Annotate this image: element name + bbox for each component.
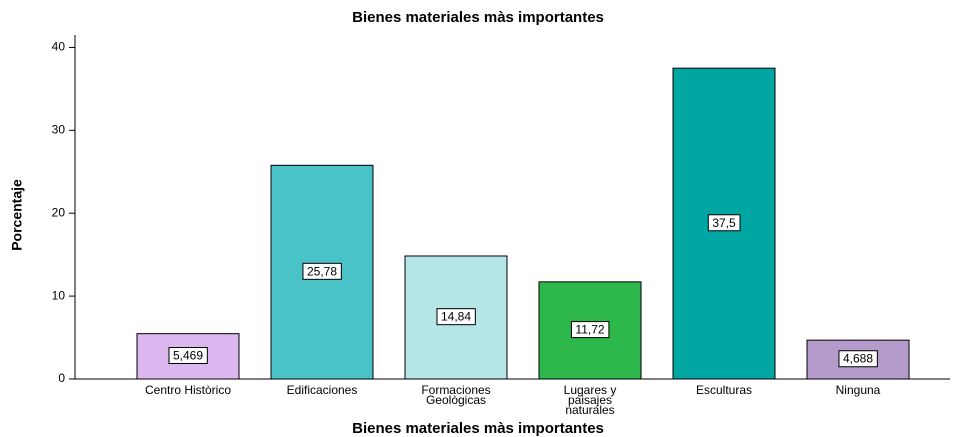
value-label: 25,78 xyxy=(307,264,337,278)
value-label: 5,469 xyxy=(173,349,203,363)
y-tick-label: 30 xyxy=(52,122,66,136)
x-tick-label: paisajes xyxy=(568,393,612,407)
value-label-box xyxy=(707,214,741,232)
value-label-box xyxy=(302,262,342,280)
x-axis-label: Bienes materiales màs importantes xyxy=(352,420,604,437)
x-tick-label: Lugares y xyxy=(564,383,617,397)
value-label-box xyxy=(570,321,610,339)
value-label-box xyxy=(838,350,878,368)
x-tick-label: naturales xyxy=(565,403,614,417)
chart-title: Bienes materiales màs importantes xyxy=(352,9,604,26)
x-tick-label: Esculturas xyxy=(696,383,752,397)
value-label: 14,84 xyxy=(441,310,471,324)
y-tick-label: 0 xyxy=(58,371,65,385)
x-tick-label: Centro Històrico xyxy=(145,383,231,397)
value-label-box xyxy=(436,308,476,326)
y-axis-label: Porcentaje xyxy=(9,179,25,251)
y-tick-label: 10 xyxy=(52,288,66,302)
value-label: 37,5 xyxy=(712,216,736,230)
x-tick-label: Geològicas xyxy=(426,393,486,407)
value-label: 11,72 xyxy=(575,323,604,337)
x-tick-label: Ninguna xyxy=(836,383,881,397)
x-tick-label: Formaciones xyxy=(421,383,490,397)
value-label: 4,688 xyxy=(843,352,873,366)
y-tick-label: 40 xyxy=(52,40,66,54)
y-tick-label: 20 xyxy=(52,205,66,219)
x-tick-label: Edificaciones xyxy=(287,383,358,397)
value-label-box xyxy=(168,347,208,365)
